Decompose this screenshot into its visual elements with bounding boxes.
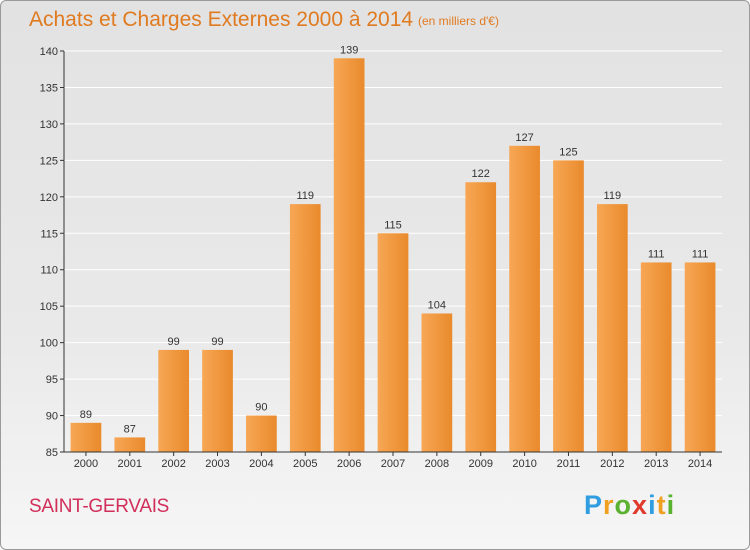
- bar-2000: [70, 422, 102, 452]
- x-tick-label: 2012: [600, 458, 624, 470]
- bar-value-label: 125: [559, 146, 577, 158]
- bar-value-label: 89: [80, 409, 92, 421]
- y-tick-label: 100: [40, 338, 58, 350]
- chart-title: Achats et Charges Externes 2000 à 2014: [29, 8, 414, 31]
- logo-letter: P: [584, 490, 604, 520]
- x-tick-label: 2007: [381, 458, 405, 470]
- bar-2003: [202, 349, 233, 452]
- x-tick-label: 2011: [557, 458, 581, 470]
- x-tick-label: 2006: [337, 458, 361, 470]
- y-tick-label: 140: [40, 46, 58, 58]
- logo-letter: r: [603, 490, 615, 520]
- logo-letter: i: [648, 490, 657, 520]
- bar-value-label: 87: [124, 423, 136, 435]
- x-tick-label: 2014: [688, 458, 712, 470]
- bar-2012: [596, 204, 628, 452]
- bar-value-label: 111: [648, 248, 665, 260]
- bar-value-label: 139: [340, 44, 358, 56]
- bar-value-label: 111: [692, 248, 709, 260]
- x-tick-label: 2013: [644, 458, 668, 470]
- y-tick-label: 105: [40, 301, 58, 313]
- x-tick-label: 2004: [249, 458, 273, 470]
- x-tick-label: 2002: [161, 458, 185, 470]
- logo-letter: t: [656, 490, 667, 520]
- bar-2010: [509, 145, 540, 453]
- x-tick-label: 2001: [118, 458, 142, 470]
- bar-2008: [421, 313, 453, 452]
- x-tick-label: 2005: [293, 458, 317, 470]
- y-tick-label: 90: [46, 411, 58, 423]
- x-tick-label: 2010: [512, 458, 536, 470]
- bar-2007: [377, 233, 409, 452]
- bar-value-label: 104: [428, 299, 446, 311]
- logo-letter: o: [614, 490, 633, 520]
- y-tick-label: 110: [40, 265, 58, 277]
- y-tick-label: 85: [46, 447, 58, 459]
- y-tick-label: 95: [46, 374, 58, 386]
- bar-2009: [465, 182, 497, 452]
- bar-value-label: 122: [472, 168, 490, 180]
- logo-letter: x: [632, 490, 649, 520]
- bar-2001: [114, 437, 146, 452]
- y-tick-label: 135: [40, 82, 58, 94]
- y-tick-label: 120: [40, 192, 58, 204]
- bar-2011: [553, 160, 584, 452]
- x-tick-label: 2003: [205, 458, 229, 470]
- bar-2004: [246, 415, 277, 452]
- bar-2002: [158, 349, 190, 452]
- y-tick-label: 115: [40, 228, 58, 240]
- logo-letter: i: [666, 490, 676, 520]
- y-tick-label: 125: [40, 155, 58, 167]
- bar-2006: [333, 58, 365, 453]
- bar-value-label: 119: [604, 190, 622, 202]
- x-tick-label: 2008: [425, 458, 449, 470]
- y-tick-label: 130: [40, 119, 58, 131]
- x-tick-label: 2000: [74, 458, 98, 470]
- proxiti-logo[interactable]: Proxiti: [584, 490, 675, 521]
- bar-value-label: 119: [296, 190, 314, 202]
- bar-2013: [640, 262, 672, 452]
- bar-2014: [684, 262, 716, 452]
- chart-subtitle: (en milliers d'€): [418, 14, 499, 28]
- bar-value-label: 99: [168, 336, 180, 348]
- bar-value-label: 99: [211, 336, 223, 348]
- bar-value-label: 115: [384, 219, 402, 231]
- x-tick-label: 2009: [468, 458, 492, 470]
- bar-value-label: 127: [515, 132, 533, 144]
- commune-name: SAINT-GERVAIS: [29, 496, 170, 517]
- bar-2005: [289, 204, 321, 452]
- bar-value-label: 90: [255, 402, 267, 414]
